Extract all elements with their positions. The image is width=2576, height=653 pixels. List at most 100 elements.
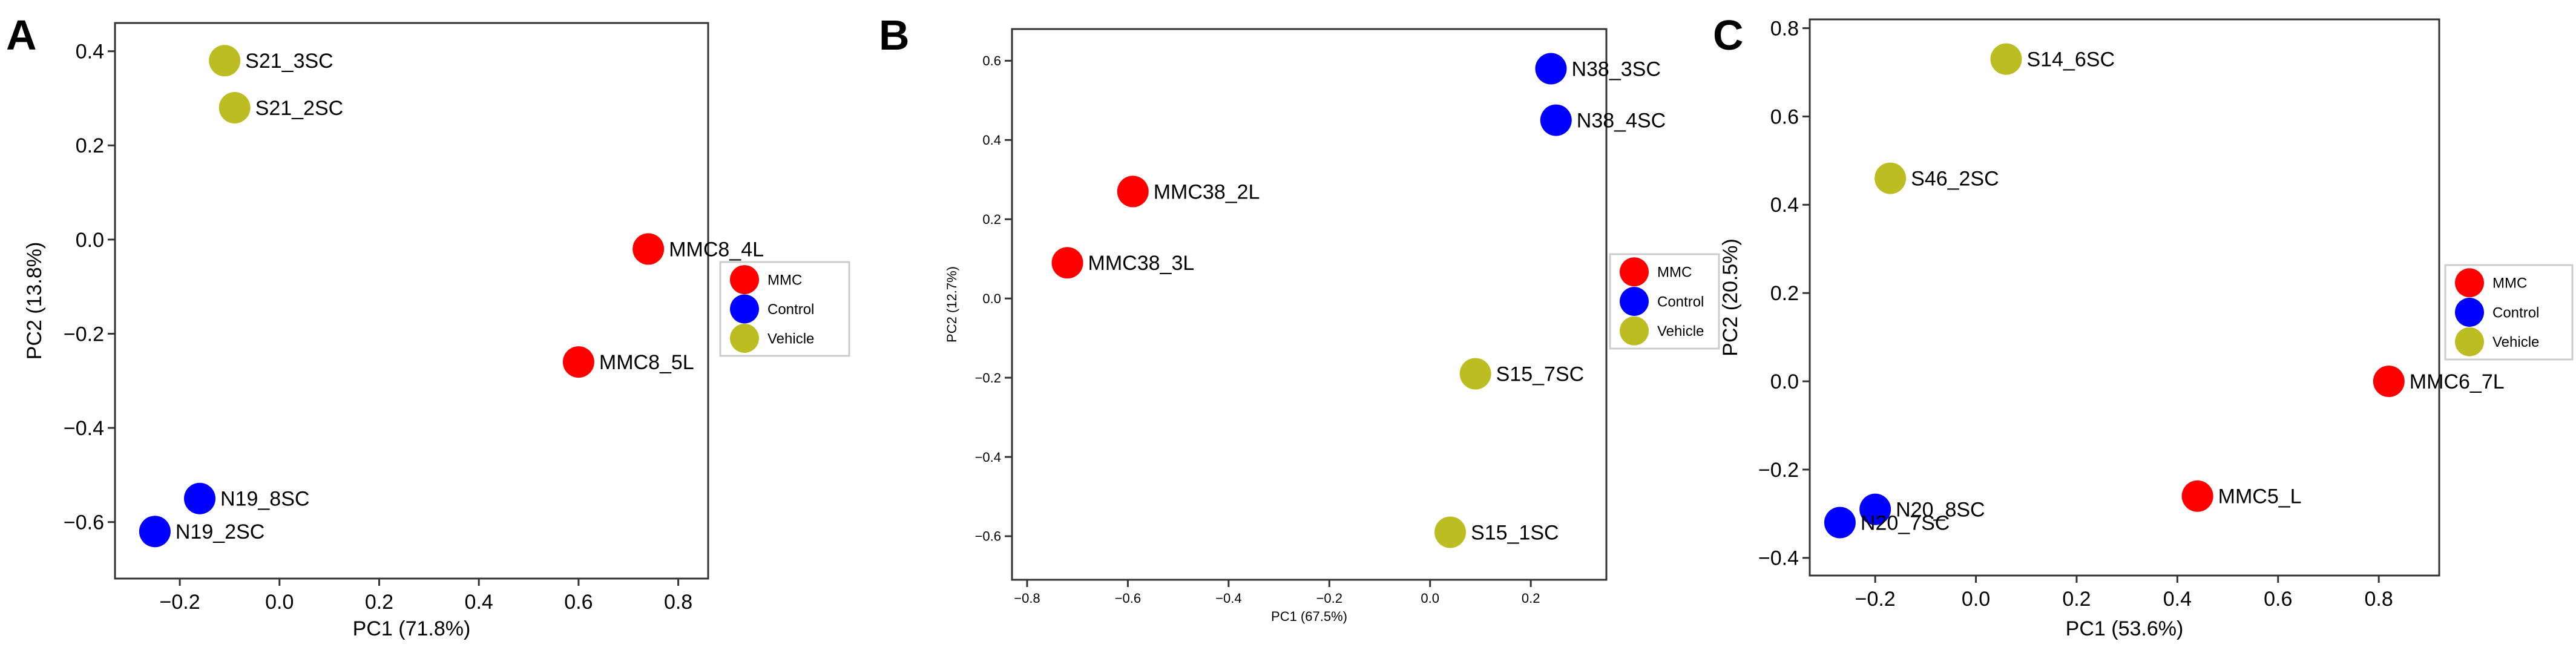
y-axis-label: PC2 (12.7%)	[944, 266, 959, 343]
legend-marker-vehicle	[1620, 316, 1649, 346]
legend: MMC Control Vehicle	[2444, 264, 2574, 361]
data-point-vehicle	[1434, 516, 1467, 548]
legend-marker-control	[730, 294, 759, 324]
data-point-control	[139, 516, 171, 548]
point-label: N38_3SC	[1571, 57, 1660, 80]
data-point-vehicle	[1874, 162, 1907, 194]
x-tick-label: 0.2	[2062, 588, 2091, 611]
y-tick-label: 0.6	[982, 53, 1001, 68]
data-point-control	[1540, 104, 1572, 136]
data-point-mmc	[2181, 480, 2213, 512]
point-label: N19_2SC	[176, 520, 264, 543]
x-axis-label: PC1 (53.6%)	[2066, 617, 2184, 640]
y-tick-label: 0.0	[76, 229, 104, 252]
data-point-mmc	[1117, 176, 1149, 208]
y-tick-label: −0.2	[64, 323, 104, 346]
x-tick-label: 0.2	[1522, 591, 1540, 606]
legend-marker-mmc	[1620, 257, 1649, 287]
legend-label: MMC	[767, 272, 802, 288]
y-tick-label: −0.4	[64, 417, 104, 440]
x-tick-label: 0.6	[2264, 588, 2292, 611]
point-label: S21_3SC	[245, 50, 334, 73]
data-point-control	[1824, 507, 1856, 539]
point-label: S46_2SC	[1911, 167, 1999, 190]
x-tick-label: −0.8	[1014, 591, 1040, 606]
y-tick-label: 0.2	[76, 134, 104, 157]
y-tick-label: 0.2	[982, 212, 1001, 227]
legend-marker-vehicle	[730, 323, 759, 353]
point-label: S15_1SC	[1471, 521, 1559, 544]
y-tick-label: 0.6	[1770, 105, 1799, 128]
legend: MMC Control Vehicle	[719, 261, 850, 357]
x-axis-label: PC1 (67.5%)	[1271, 609, 1347, 624]
panel-letter: A	[6, 11, 37, 59]
data-point-control	[1535, 53, 1567, 85]
x-tick-label: 0.4	[2163, 588, 2192, 611]
plot-area	[114, 22, 709, 580]
plot-area	[1809, 18, 2440, 577]
data-point-vehicle	[1459, 358, 1491, 390]
data-point-mmc	[562, 346, 594, 378]
y-tick-label: 0.4	[982, 133, 1001, 148]
legend-label: Vehicle	[2492, 334, 2539, 350]
x-tick-label: 0.8	[664, 591, 692, 614]
y-tick-label: −0.6	[975, 529, 1001, 544]
data-point-vehicle	[218, 92, 251, 124]
x-tick-label: −0.2	[1855, 588, 1896, 611]
point-label: N20_8SC	[1896, 498, 1985, 521]
y-tick-label: −0.2	[1758, 459, 1799, 482]
point-label: MMC5_L	[2218, 485, 2302, 508]
data-point-vehicle	[209, 45, 241, 77]
y-tick-label: 0.4	[1770, 194, 1799, 217]
x-tick-label: 0.8	[2365, 588, 2393, 611]
x-tick-label: −0.4	[1215, 591, 1241, 606]
y-axis-label: PC2 (20.5%)	[1719, 238, 1742, 356]
data-point-control	[1859, 493, 1891, 525]
point-label: S14_6SC	[2026, 48, 2115, 71]
point-label: S21_2SC	[255, 97, 344, 120]
legend: MMC Control Vehicle	[1609, 253, 1720, 350]
data-point-vehicle	[1990, 43, 2022, 75]
y-axis-label: PC2 (13.8%)	[23, 242, 46, 360]
y-tick-label: 0.2	[1770, 282, 1799, 305]
data-point-mmc	[2373, 366, 2405, 398]
legend-marker-control	[1620, 287, 1649, 316]
point-label: S15_7SC	[1496, 363, 1585, 386]
x-tick-label: 0.6	[564, 591, 593, 614]
panel-a: A −0.2 0.0 0.2 0.4 0.6 0.8 −0.6 −0.4 −0.2 0.0 0.2 0.…	[6, 11, 850, 640]
point-label: N20_7SC	[1861, 511, 1950, 534]
legend-marker-vehicle	[2455, 327, 2484, 356]
panel-b: B −0.8 −0.6 −0.4 −0.2 0.0 0.2 −0.6 −0.4 −0.2 0.0 0.…	[879, 11, 1720, 624]
data-point-control	[184, 482, 215, 514]
x-tick-label: 0.0	[265, 591, 294, 614]
x-tick-label: −0.6	[1115, 591, 1141, 606]
y-tick-label: −0.6	[64, 511, 104, 534]
point-label: MMC8_5L	[599, 351, 694, 374]
legend-label: Control	[767, 301, 814, 318]
x-tick-label: −0.2	[1316, 591, 1342, 606]
x-tick-label: 0.4	[465, 591, 493, 614]
panel-c: C −0.2 0.0 0.2 0.4 0.6 0.8 −0.4 −0.2 0.0 0.2 0.4 0.6…	[1713, 11, 2574, 640]
y-tick-label: 0.0	[982, 291, 1001, 306]
y-tick-label: −0.4	[1758, 547, 1799, 570]
legend-marker-mmc	[730, 265, 759, 295]
legend-label: MMC	[2492, 275, 2527, 292]
plot-area	[1011, 28, 1608, 581]
legend-label: MMC	[1657, 264, 1692, 281]
legend-label: Vehicle	[767, 330, 814, 347]
x-tick-label: 0.0	[1962, 588, 1990, 611]
data-point-mmc	[1051, 247, 1083, 279]
panel-letter: B	[879, 11, 910, 59]
point-label: MMC8_4L	[669, 238, 764, 261]
x-tick-label: 0.0	[1421, 591, 1439, 606]
point-label: N38_4SC	[1577, 109, 1666, 132]
legend-label: Control	[2492, 304, 2539, 321]
legend-marker-mmc	[2455, 268, 2484, 298]
y-tick-label: −0.4	[975, 450, 1001, 465]
y-tick-label: 0.8	[1770, 17, 1799, 40]
x-axis-label: PC1 (71.8%)	[353, 617, 471, 640]
y-tick-label: −0.2	[975, 370, 1001, 386]
legend-label: Control	[1657, 294, 1704, 310]
y-tick-label: 0.4	[76, 41, 104, 64]
